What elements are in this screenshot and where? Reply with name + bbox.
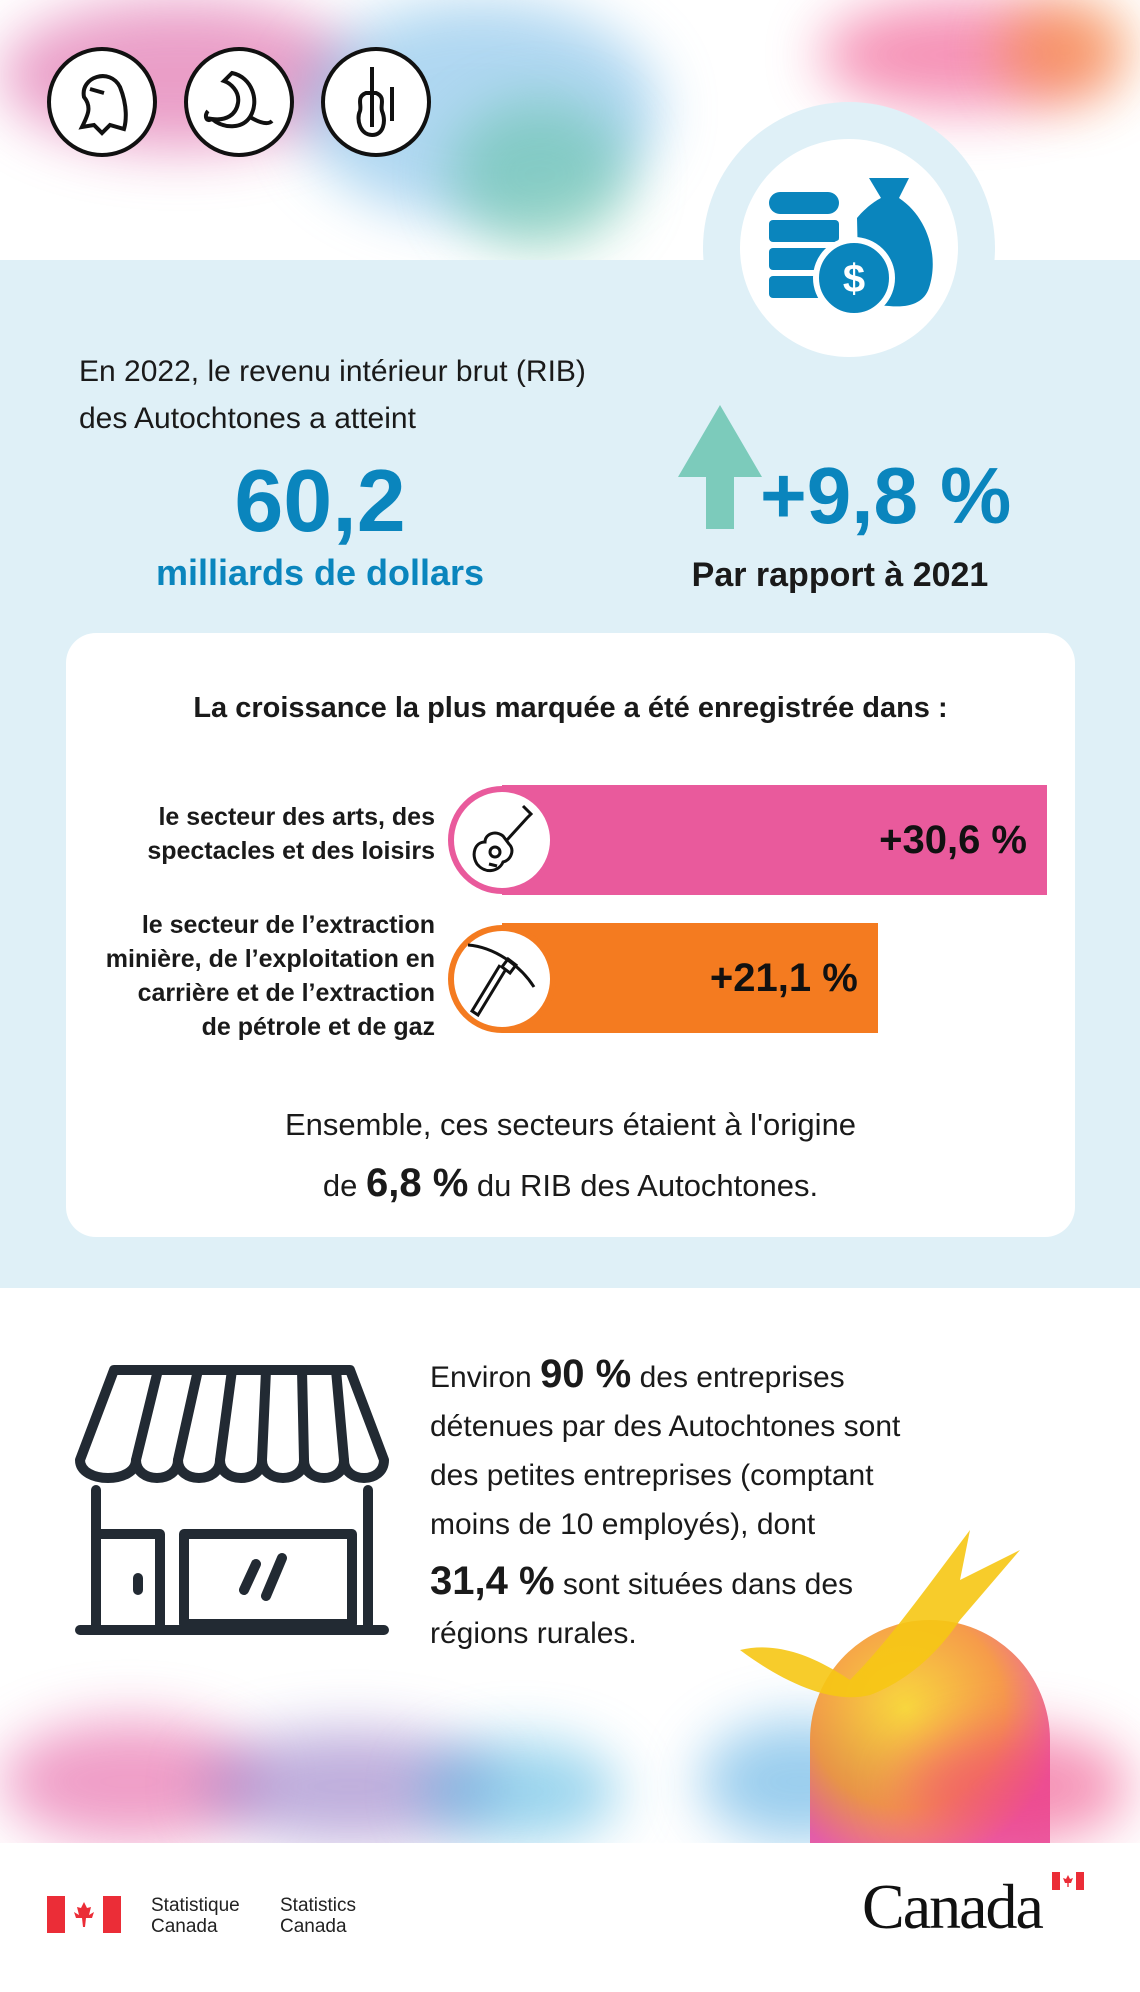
eagle-icon — [47, 47, 157, 157]
guitar-icon — [448, 786, 556, 894]
sector-bar-mining: +21,1 % — [502, 923, 878, 1033]
paint-splash — [420, 1740, 620, 1843]
intro-line: En 2022, le revenu intérieur brut (RIB) — [79, 355, 586, 388]
label-line: minière, de l’exploitation en — [105, 945, 435, 973]
fiddle-icon — [321, 47, 431, 157]
paint-splash — [1000, 0, 1130, 100]
footer-text: Statistique — [151, 1895, 240, 1916]
canada-wordmark: Canada — [862, 1871, 1044, 1942]
growth-title: La croissance la plus marquée a été enre… — [193, 692, 948, 724]
summary-value: 6,8 % — [365, 1161, 469, 1205]
whale-icon — [184, 47, 294, 157]
paint-splash — [450, 100, 630, 250]
pickaxe-icon — [448, 925, 556, 1033]
label-line: carrière et de l’extraction — [137, 979, 435, 1007]
footer — [0, 1843, 1140, 1992]
sector-label: le secteur des arts, des spectacles et d… — [55, 800, 435, 868]
summary-line: de 6,8 % du RIB des Autochtones. — [86, 1154, 1055, 1215]
bar-value: +21,1 % — [709, 955, 858, 1000]
biz-line: moins de 10 employés), dont — [430, 1508, 816, 1541]
label-line: de pétrole et de gaz — [201, 1013, 435, 1041]
gdp-intro: En 2022, le revenu intérieur brut (RIB) … — [79, 348, 679, 442]
biz-value: 31,4 % — [430, 1559, 555, 1603]
biz-text: des entreprises — [631, 1361, 845, 1394]
biz-line: des petites entreprises (comptant — [430, 1459, 874, 1492]
biz-text: Environ — [430, 1361, 541, 1394]
paint-splash — [900, 1730, 1130, 1843]
coins-and-money-bag-icon: $ — [740, 139, 958, 357]
statcan-en: Statistics Canada — [280, 1895, 356, 1937]
footer-text: Canada — [151, 1916, 218, 1937]
gdp-change-label: Par rapport à 2021 — [691, 556, 989, 594]
business-text: Environ 90 % des entreprises détenues pa… — [430, 1350, 1070, 1658]
biz-value: 90 % — [540, 1352, 632, 1396]
gdp-unit: milliards de dollars — [155, 552, 485, 593]
biz-text: sont situées dans des — [554, 1568, 854, 1601]
canada-flag-icon — [47, 1896, 121, 1933]
biz-line: détenues par des Autochtones sont — [430, 1410, 901, 1443]
svg-text:$: $ — [843, 257, 865, 301]
sector-bar-arts: +30,6 % — [502, 785, 1047, 895]
storefront-icon — [75, 1365, 389, 1635]
summary-text: du RIB des Autochtones. — [468, 1168, 819, 1203]
gdp-change: +9,8 % — [760, 451, 1012, 540]
arrow-up-icon — [678, 405, 762, 529]
gdp-value: 60,2 — [234, 451, 406, 550]
bar-value: +30,6 % — [879, 817, 1027, 862]
footer-text: Statistics — [280, 1895, 357, 1916]
label-line: le secteur de l’extraction — [141, 911, 435, 939]
footer-text: Canada — [280, 1916, 347, 1937]
animal-icons — [47, 47, 431, 157]
growth-summary: Ensemble, ces secteurs étaient à l'origi… — [86, 1096, 1055, 1215]
summary-line: Ensemble, ces secteurs étaient à l'origi… — [284, 1107, 857, 1142]
biz-line: régions rurales. — [430, 1617, 637, 1650]
label-line: spectacles et des loisirs — [147, 837, 435, 865]
biz-line: 31,4 % sont situées dans des — [430, 1557, 1070, 1609]
intro-line: des Autochtones a atteint — [79, 402, 416, 435]
label-line: le secteur des arts, des — [158, 803, 435, 831]
wordmark-flag-icon — [1052, 1872, 1084, 1890]
eagle-silhouette — [740, 1530, 1020, 1698]
statcan-fr: Statistique Canada — [151, 1895, 240, 1937]
biz-line: Environ 90 % des entreprises — [430, 1350, 1070, 1402]
summary-text: de — [322, 1168, 366, 1203]
sector-label: le secteur de l’extraction minière, de l… — [55, 908, 435, 1044]
